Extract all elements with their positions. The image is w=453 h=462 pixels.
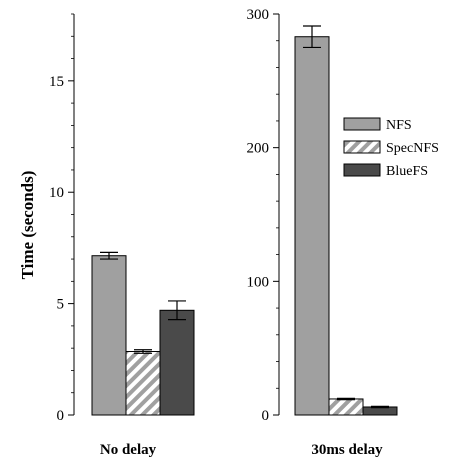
bar-no-delay-bluefs — [159, 309, 195, 416]
category-label-30ms-delay: 30ms delay — [311, 442, 383, 458]
y-tick-label-30ms-delay-100: 100 — [247, 274, 270, 290]
category-label-no-delay: No delay — [100, 442, 157, 458]
y-tick-label-no-delay-15: 15 — [49, 74, 64, 90]
legend-swatch-specnfs — [343, 140, 381, 154]
legend: NFS SpecNFS BlueFS — [343, 117, 439, 179]
y-tick-label-30ms-delay-300: 300 — [247, 7, 270, 23]
legend-label-nfs: NFS — [386, 118, 412, 133]
bar-no-delay-specnfs — [125, 351, 161, 416]
y-tick-label-no-delay-5: 5 — [57, 297, 65, 313]
y-axis-label: Time (seconds) — [18, 171, 37, 280]
bar-30ms-delay-specnfs — [328, 398, 364, 416]
y-tick-label-no-delay-0: 0 — [57, 408, 65, 424]
y-tick-label-30ms-delay-200: 200 — [247, 141, 270, 157]
panel-30ms-delay: 0 100 200 300 — [247, 7, 398, 424]
y-tick-label-30ms-delay-0: 0 — [262, 408, 270, 424]
legend-swatch-nfs — [343, 117, 381, 131]
y-tick-label-no-delay-10: 10 — [49, 185, 64, 201]
legend-label-specnfs: SpecNFS — [386, 141, 439, 156]
legend-swatch-bluefs — [343, 163, 381, 177]
bar-no-delay-nfs — [91, 255, 127, 416]
bar-30ms-delay-nfs — [294, 36, 330, 416]
panel-no-delay: 0 5 10 15 — [49, 13, 195, 424]
legend-label-bluefs: BlueFS — [386, 164, 428, 179]
